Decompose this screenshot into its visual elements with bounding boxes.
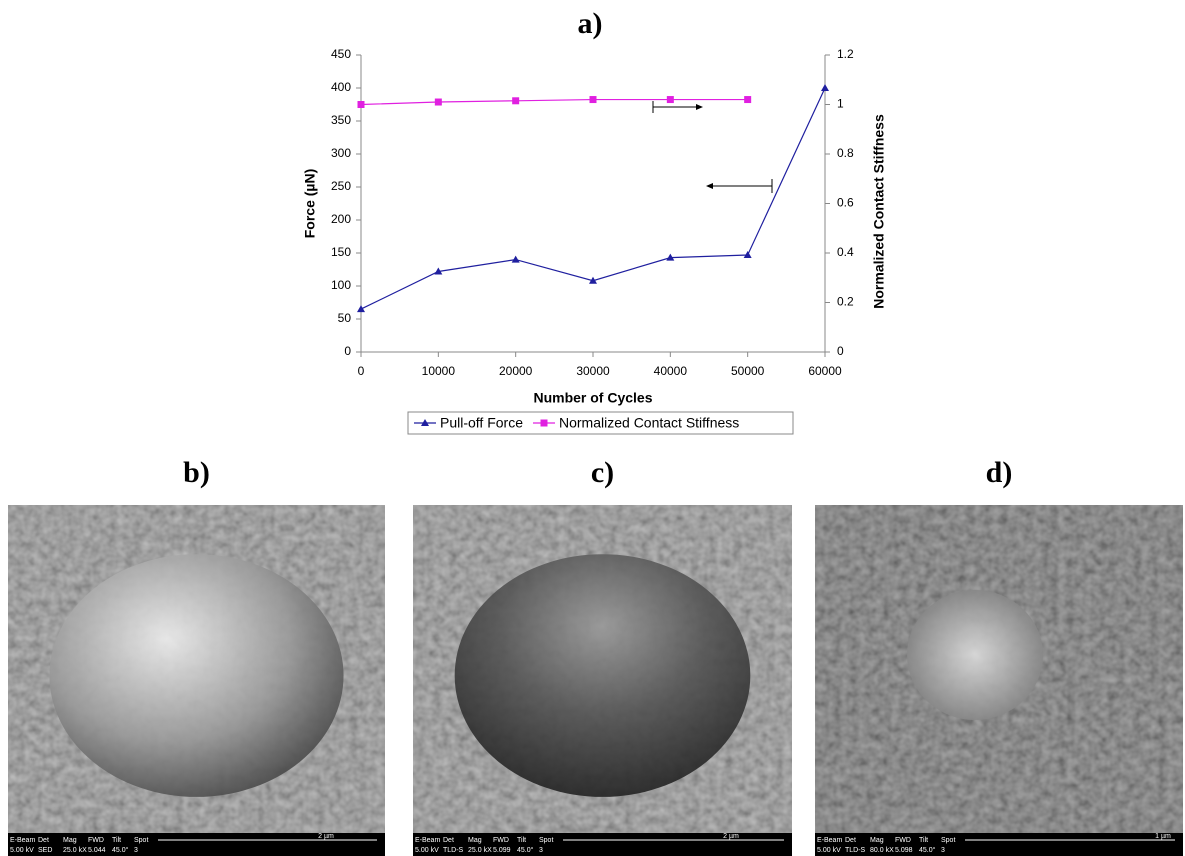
info-header: E-Beam [10,837,35,844]
info-value: 45.0° [112,846,129,854]
info-value: TLD-S [443,847,464,854]
scale-label: 1 µm [1155,833,1171,840]
info-header: Spot [539,837,553,844]
x-tick-label: 60000 [808,364,842,378]
point-marker [512,97,520,105]
info-header: E-Beam [817,837,842,844]
legend-label: Normalized Contact Stiffness [559,415,739,431]
point-marker [821,84,829,91]
y-tick-label: 100 [331,278,351,292]
info-value: 3 [134,847,138,854]
legend-label: Pull-off Force [440,415,523,431]
y-tick-label: 200 [331,212,351,226]
x-tick-label: 0 [358,364,365,378]
info-header: Det [38,837,49,844]
panel-label: b) [183,456,210,489]
info-value: 5.099 [493,847,511,854]
point-marker [540,419,548,427]
info-header: Tilt [919,837,928,844]
info-value: 3 [539,847,543,854]
point-marker [421,419,429,426]
info-header: FWD [88,837,104,844]
info-value: 5.00 kV [415,847,439,854]
scale-label: 2 µm [723,833,739,840]
info-header: FWD [493,837,509,844]
info-value: 5.044 [88,847,106,854]
point-marker [743,250,752,258]
info-value: TLD-S [845,847,866,854]
sem-debris [907,590,1043,720]
info-header: Det [845,837,856,844]
y-tick-label: 250 [331,179,351,193]
panel-label: d) [986,456,1013,489]
point-marker [744,96,752,104]
chart-title: a) [578,7,603,40]
y2-tick-label: 0.6 [837,196,854,210]
sem-dome [454,554,751,797]
y2-tick-label: 1 [837,97,844,111]
point-marker [589,276,597,284]
y-tick-label: 0 [344,344,351,358]
annotation-arrows [652,101,773,193]
info-header: Mag [870,837,884,844]
y2-tick-label: 1.2 [837,47,854,61]
y2-tick-label: 0.8 [837,146,854,160]
y-tick-label: 50 [338,311,352,325]
point-marker [666,253,675,261]
y-tick-label: 300 [331,146,351,160]
info-value: 80.0 kX [870,847,894,854]
info-value: 45.0° [517,846,534,854]
x-axis-label: Number of Cycles [533,390,652,406]
x-tick-label: 50000 [731,364,765,378]
info-header: Tilt [112,837,121,844]
point-marker [434,267,443,275]
point-marker [589,96,597,104]
y2-axis-label: Normalized Contact Stiffness [871,114,887,309]
info-value: 3 [941,847,945,854]
info-header: FWD [895,837,911,844]
info-header: Spot [941,837,955,844]
sem-dome [49,554,344,797]
series-line [360,87,826,310]
point-marker [357,305,365,313]
info-value: 5.00 kV [10,847,34,854]
x-tick-label: 40000 [654,364,688,378]
y-tick-label: 150 [331,245,351,259]
info-value: 5.00 kV [817,847,841,854]
info-header: Mag [468,837,482,844]
x-tick-label: 30000 [576,364,610,378]
info-value: 25.0 kX [63,847,87,854]
panel-label: c) [591,456,614,489]
scale-label: 2 µm [318,833,334,840]
info-header: Tilt [517,837,526,844]
x-tick-label: 20000 [499,364,533,378]
info-value: 45.0° [919,846,936,854]
info-header: Spot [134,837,148,844]
point-marker [511,255,520,263]
legend-box [407,411,794,435]
point-marker [357,101,365,108]
info-header: E-Beam [415,837,440,844]
info-bar [413,833,792,856]
info-bar [8,833,385,856]
y2-tick-label: 0.4 [837,245,854,259]
y-tick-label: 450 [331,47,351,61]
x-tick-label: 10000 [422,364,456,378]
point-marker [666,96,674,104]
y2-tick-label: 0.2 [837,295,854,309]
y2-tick-label: 0 [837,344,844,358]
info-value: 25.0 kX [468,847,492,854]
info-bar [815,833,1183,856]
info-header: Mag [63,837,77,844]
info-value: SED [38,847,52,854]
point-marker [434,98,442,106]
y-axis-label: Force (µN) [302,169,318,239]
y-tick-label: 400 [331,80,351,94]
series-line [360,98,748,106]
info-header: Det [443,837,454,844]
y-tick-label: 350 [331,113,351,127]
info-value: 5.098 [895,847,913,854]
